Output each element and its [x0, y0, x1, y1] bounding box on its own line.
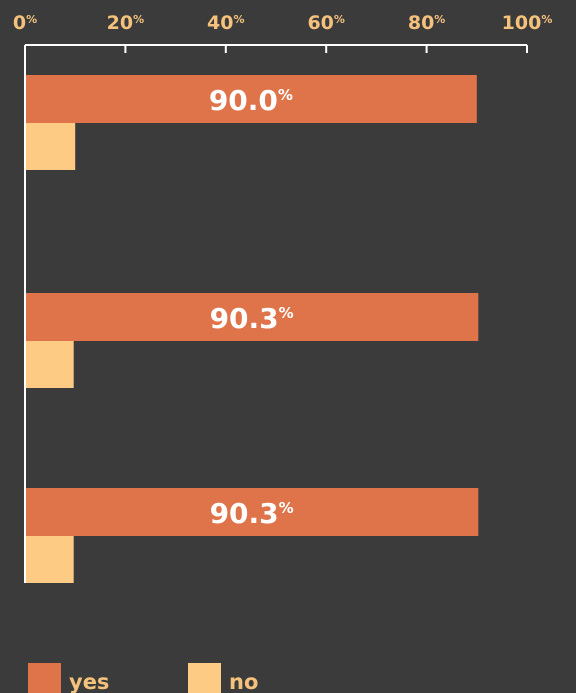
bar-no: [26, 123, 75, 170]
x-tick-label: 60%: [307, 12, 344, 34]
legend-yes-swatch: [28, 663, 61, 693]
x-tick-label: 40%: [207, 12, 244, 34]
x-tick-label: 20%: [107, 12, 144, 34]
legend: yes no: [28, 663, 258, 693]
legend-no-label: no: [229, 670, 258, 693]
legend-yes-label: yes: [69, 670, 109, 693]
bar-no: [26, 536, 74, 583]
bars: 90.0%90.3%90.3%: [26, 75, 478, 583]
x-tick-label: 0%: [13, 12, 37, 34]
x-tick-label: 100%: [502, 12, 553, 34]
bar-no: [26, 341, 74, 388]
legend-no-swatch: [188, 663, 221, 693]
x-tick-label: 80%: [408, 12, 445, 34]
